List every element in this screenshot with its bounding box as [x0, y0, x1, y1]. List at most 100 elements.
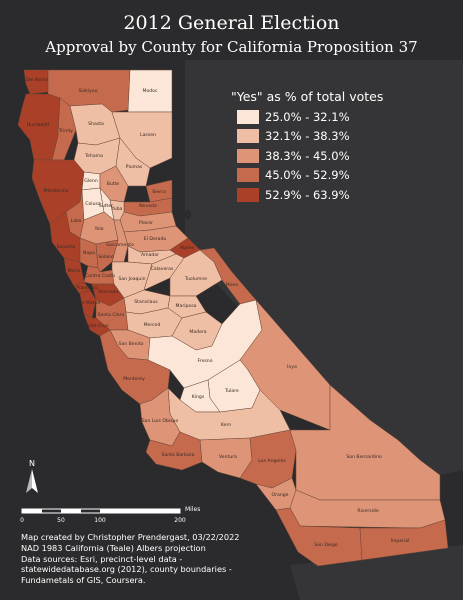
county-label: Stanislaus: [134, 299, 158, 305]
legend-swatch: [237, 168, 259, 183]
north-arrow-icon: N: [26, 459, 38, 493]
county-label: San Francisco: [66, 285, 98, 291]
scale-tick-label: 100: [94, 517, 106, 524]
scale-tick-label: 200: [174, 517, 186, 524]
legend-item: 25.0% - 32.1%: [231, 107, 431, 127]
county-del-norte: [23, 69, 49, 95]
county-label: Monterey: [123, 376, 145, 382]
county-label: Contra Costa: [85, 273, 115, 279]
legend-label: 45.0% - 52.9%: [265, 168, 350, 183]
credit-line: statewidedatabase.org (2012), county bou…: [21, 564, 232, 575]
county-label: San Luis Obispo: [142, 418, 179, 424]
county-label: Alpine: [180, 245, 195, 251]
county-label: Sierra: [152, 189, 166, 195]
county-label: Mono: [226, 282, 239, 288]
county-label: Yuba: [111, 206, 123, 212]
county-label: Nevada: [139, 203, 157, 209]
county-label: El Dorado: [144, 236, 167, 242]
county-label: Tehama: [84, 153, 103, 159]
legend-swatch: [237, 109, 259, 124]
county-label: San Bernardino: [346, 454, 382, 460]
county-label: Humboldt: [27, 122, 50, 128]
county-imperial: [359, 519, 449, 561]
county-label: Lake: [71, 218, 82, 224]
ocean-coast-shadow: [0, 0, 22, 600]
land-nevada: [185, 60, 463, 475]
county-label: Yolo: [93, 226, 103, 232]
county-label: Placer: [139, 220, 153, 226]
credit-line: Map created by Christopher Prendergast, …: [21, 532, 240, 542]
legend-swatch: [237, 187, 259, 202]
legend-label: 52.9% - 63.9%: [265, 187, 350, 202]
legend-swatch: [237, 129, 259, 144]
county-label: Trinity: [58, 128, 73, 134]
county-label: Calaveras: [151, 266, 174, 272]
county-label: Shasta: [88, 121, 104, 127]
county-label: Riverside: [357, 508, 378, 514]
map-credits: Map created by Christopher Prendergast, …: [21, 532, 240, 586]
legend-item: 32.1% - 38.3%: [231, 127, 431, 147]
county-label: San Benito: [119, 341, 144, 347]
county-label: Del Norte: [26, 77, 48, 83]
county-label: Inyo: [287, 364, 297, 370]
county-label: San Diego: [314, 542, 338, 548]
county-label: Ventura: [219, 454, 237, 460]
county-label: Mariposa: [176, 303, 197, 309]
county-label: Kern: [221, 422, 231, 428]
legend-title: "Yes" as % of total votes: [231, 89, 384, 104]
county-solano: [95, 239, 119, 273]
legend-item: 52.9% - 63.9%: [231, 185, 431, 205]
county-label: Santa Barbara: [161, 452, 194, 458]
scale-tick-label: 50: [57, 517, 65, 524]
legend-swatch: [237, 148, 259, 163]
county-label: Siskiyou: [79, 88, 98, 94]
legend-item: 38.3% - 45.0%: [231, 146, 431, 166]
county-label: Sonoma: [57, 244, 76, 250]
county-label: Mendocino: [44, 188, 69, 194]
credit-line: NAD 1983 California (Teale) Albers proje…: [21, 542, 206, 553]
map-subtitle: Approval by County for California Propos…: [45, 38, 418, 56]
county-label: Lassen: [140, 132, 156, 138]
county-label: Modoc: [142, 88, 158, 94]
land-mexico: [290, 545, 463, 600]
scale-tick-label: 0: [20, 517, 24, 524]
county-label: Amador: [141, 252, 159, 258]
county-san-mateo: [79, 289, 97, 319]
county-label: Marin: [68, 268, 81, 274]
county-label: Fresno: [197, 358, 212, 364]
county-monterey: [99, 329, 171, 405]
scale-unit: Miles: [185, 506, 200, 513]
county-label: Colusa: [85, 201, 101, 207]
county-label: Solano: [98, 254, 114, 260]
county-label: Sutter: [99, 203, 113, 209]
lake-tahoe: [184, 209, 192, 220]
credit-line: Fundametals of GIS, Coursera.: [21, 575, 146, 586]
county-label: Imperial: [391, 538, 410, 544]
county-label: Santa Clara: [98, 312, 125, 318]
county-label: Glenn: [84, 178, 98, 184]
county-label: Madera: [189, 329, 206, 335]
county-label: Orange: [272, 492, 289, 498]
county-label: San Joaquin: [118, 276, 145, 282]
legend-label: 38.3% - 45.0%: [265, 148, 350, 163]
map-title: 2012 General Election: [123, 12, 340, 34]
county-label: Tulare: [224, 388, 239, 394]
county-san-bernardino: [289, 384, 441, 501]
county-label: Santa Cruz: [83, 323, 109, 329]
legend-label: 25.0% - 32.1%: [265, 109, 350, 124]
county-label: Alameda: [98, 289, 118, 295]
county-label: Sacramento: [106, 242, 134, 248]
legend-label: 32.1% - 38.3%: [265, 129, 350, 144]
county-label: Butte: [107, 181, 120, 187]
legend: "Yes" as % of total votes 25.0% - 32.1% …: [231, 89, 431, 205]
legend-item: 45.0% - 52.9%: [231, 166, 431, 186]
county-label: Tuolumne: [184, 276, 207, 282]
county-label: Merced: [144, 322, 161, 328]
county-label: Napa: [83, 250, 95, 256]
scale-bar: 0 50 100 200 Miles: [20, 506, 200, 524]
credit-line: Data sources: Esri, precinct-level data …: [21, 553, 183, 564]
county-label: Plumas: [126, 164, 143, 170]
county-label: Kings: [192, 394, 205, 400]
north-label: N: [29, 459, 35, 468]
